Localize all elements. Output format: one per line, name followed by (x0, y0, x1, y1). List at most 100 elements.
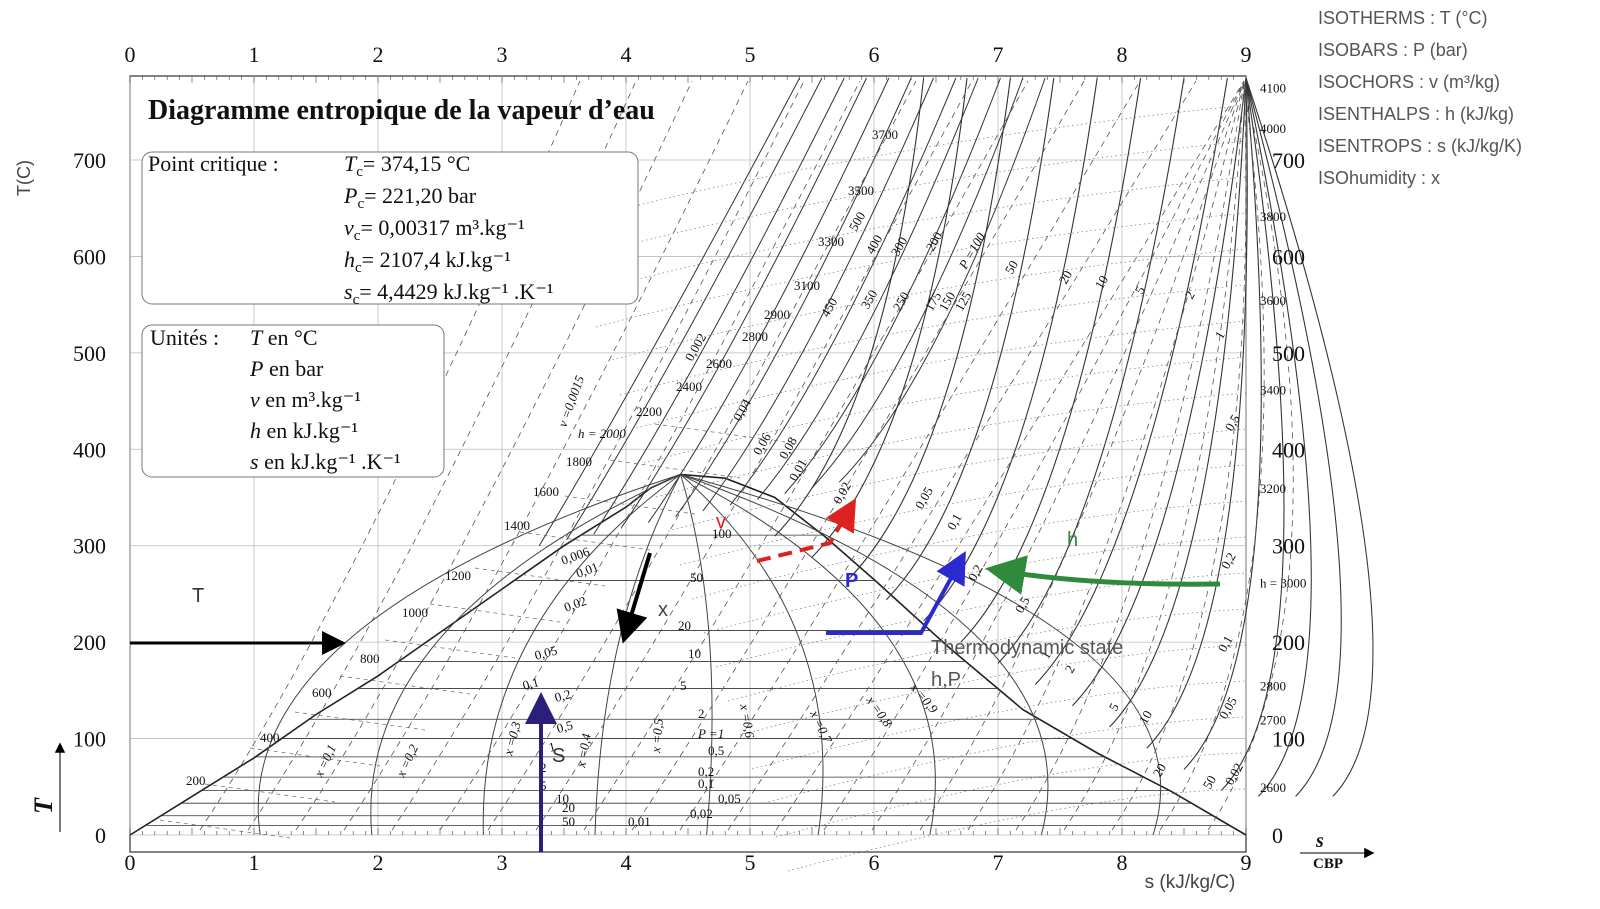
units-box (141, 324, 445, 478)
right-enthalpy-label: 3800 (1260, 209, 1286, 224)
liquid-isenthalp (609, 459, 741, 479)
curve-label: 0,1 (944, 511, 965, 533)
legend: ISOTHERMS : T (°C) ISOBARS : P (bar) ISOCH… (1318, 8, 1522, 188)
curve-label: 2600 (706, 356, 732, 371)
x-tick-label-top: 1 (249, 42, 260, 67)
curve-label: 600 (312, 685, 332, 700)
x-tick-label-bottom: 8 (1117, 850, 1128, 875)
curve-label: 50 (1002, 258, 1021, 277)
isenthalp-line (667, 428, 1247, 532)
quality-line (680, 473, 1162, 836)
isochore-line (391, 80, 805, 831)
liquid-isenthalp (519, 531, 651, 551)
x-tick-label-top: 0 (125, 42, 136, 67)
y-tick-label-left: 100 (73, 727, 106, 752)
curve-label: P =1 (697, 726, 724, 741)
right-enthalpy-label: 2800 (1260, 679, 1286, 694)
x-tick-label-bottom: 0 (125, 850, 136, 875)
curve-label: 400 (260, 730, 280, 745)
right-enthalpy-label: 4000 (1260, 121, 1286, 136)
curve-label: 0,2 (698, 764, 714, 779)
critical-point-heading: Point critique : (148, 151, 279, 176)
isenthalp-line (787, 788, 1247, 872)
liquid-isenthalp (564, 495, 696, 515)
isenthalp-line (643, 356, 1247, 464)
isenthalp-line (775, 752, 1247, 838)
curve-label: v =0,0015 (555, 373, 588, 429)
liquid-isenthalp (339, 675, 471, 695)
isenthalp-line (739, 644, 1247, 736)
curve-label: 3300 (818, 234, 844, 249)
curve-label: x =0,7 (807, 707, 836, 746)
y-axis-title: T(C) (14, 160, 34, 196)
curve-label: 10 (688, 646, 701, 661)
y-axis-italic-label: T (29, 797, 58, 814)
y-tick-label-left: 200 (73, 630, 106, 655)
units-value-line: s en kJ.kg⁻¹ .K⁻¹ (250, 449, 401, 474)
legend-line: ISENTROPS : s (kJ/kg/K) (1318, 136, 1522, 156)
right-enthalpy-label: 3600 (1260, 293, 1286, 308)
quality-line (370, 473, 681, 836)
x-tick-label-bottom: 4 (621, 850, 632, 875)
curve-label: 0,2 (1218, 550, 1239, 572)
superheated-isobar (960, 77, 1142, 643)
x-tick-label-bottom: 1 (249, 850, 260, 875)
x-tick-label-top: 9 (1241, 42, 1252, 67)
y-tick-label-right: 400 (1272, 437, 1305, 462)
high-pressure-isobar (811, 77, 1024, 489)
corner-label: CBP (1313, 856, 1343, 872)
curve-label: 2 (540, 760, 547, 775)
quality-line (680, 473, 824, 836)
high-pressure-isobar (620, 77, 868, 529)
liquid-isenthalp (249, 747, 381, 767)
units-value-line: P en bar (249, 356, 324, 381)
curve-label: 450 (818, 295, 841, 319)
curve-label: 50 (562, 814, 575, 829)
volume-arrow (756, 498, 857, 563)
quality-line (680, 474, 713, 836)
curve-label: 0,05 (912, 484, 936, 511)
units-value-line: v en m³.kg⁻¹ (250, 387, 361, 412)
y-tick-label-right: 0 (1272, 823, 1283, 848)
legend-line: ISOhumidity : x (1318, 168, 1440, 188)
y-tick-label-left: 400 (73, 437, 106, 462)
high-pressure-isobar (784, 77, 1001, 494)
critical-value-line: Tc= 374,15 °C (344, 151, 470, 180)
x-tick-label-top: 3 (497, 42, 508, 67)
curve-label: 0,01 (574, 559, 601, 581)
isenthalp-line (631, 320, 1247, 430)
liquid-isenthalp (474, 567, 606, 587)
curve-label: 0,1 (698, 776, 714, 791)
units-value-line: h en kJ.kg⁻¹ (250, 418, 358, 443)
x-tick-label-top: 7 (993, 42, 1004, 67)
curve-label: 100 (712, 526, 732, 541)
diagram-title: Diagramme entropique de la vapeur d’eau (148, 95, 655, 126)
high-pressure-isobar (729, 77, 957, 506)
curve-label: 20 (562, 800, 575, 815)
curve-label: 2 (698, 706, 705, 721)
y-tick-label-left: 0 (95, 823, 106, 848)
thermodynamic-state-vars: h,P (931, 669, 961, 691)
superheated-isobar (774, 77, 925, 537)
curve-label: 1000 (402, 605, 428, 620)
x-axis-title: s (kJ/kg/C) (1145, 872, 1236, 893)
isenthalp-line (679, 464, 1247, 566)
legend-line: ISOBARS : P (bar) (1318, 40, 1468, 60)
superheated-isobar (886, 77, 1055, 601)
liquid-isenthalp (384, 639, 516, 659)
superheated-isobar (811, 77, 968, 558)
y-tick-label-left: 600 (73, 244, 106, 269)
curve-label: 10 (1092, 273, 1111, 292)
curve-label: 0,5 (1012, 594, 1033, 616)
curve-label: 1600 (533, 484, 559, 499)
superheated-isobar (1245, 77, 1312, 797)
curve-label: 350 (858, 287, 881, 311)
isenthalp-line (751, 680, 1247, 770)
curve-label: 0,05 (533, 643, 559, 663)
units-values: T en °C P en bar v en m³.kg⁻¹ h en kJ.kg⁻¹ s… (249, 325, 401, 474)
curve-layer (129, 77, 1374, 872)
superheated-isobar (1146, 77, 1248, 749)
curve-label: x =0,4 (573, 732, 594, 770)
y-tick-label-left: 700 (73, 148, 106, 173)
